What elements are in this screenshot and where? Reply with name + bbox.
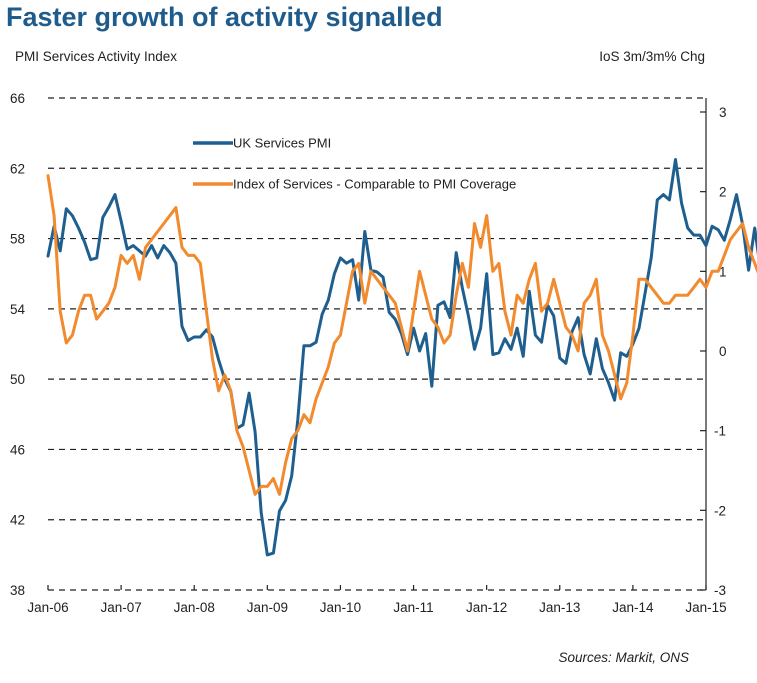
y-right-tick-label: 2 xyxy=(719,185,727,200)
chart-title: Faster growth of activity signalled xyxy=(6,2,443,32)
y-right-tick-label: 1 xyxy=(719,264,727,279)
series-layer xyxy=(46,158,757,557)
y-right-tick-label: -2 xyxy=(714,503,726,518)
y-right-tick-label: 3 xyxy=(719,105,727,120)
x-tick-label: Jan-11 xyxy=(393,600,433,615)
x-tick-label: Jan-12 xyxy=(466,600,507,615)
legend: UK Services PMI Index of Services - Compa… xyxy=(193,136,516,192)
y-left-tick-label: 38 xyxy=(10,583,25,598)
y-left-tick-label: 54 xyxy=(10,302,26,317)
y-left-tick-label: 50 xyxy=(10,372,25,387)
x-tick-label: Jan-14 xyxy=(612,600,654,615)
y-left-tick-label: 62 xyxy=(10,161,25,176)
y-left-tick-label: 66 xyxy=(10,91,25,106)
x-tick-label: Jan-07 xyxy=(100,600,141,615)
pmi-series-line xyxy=(46,158,757,557)
x-tick-label: Jan-06 xyxy=(27,600,68,615)
grid-layer xyxy=(48,97,706,521)
right-axis-title: IoS 3m/3m% Chg xyxy=(599,49,705,64)
y-right-tick-label: 0 xyxy=(719,344,727,359)
ios-series-line xyxy=(46,174,757,496)
x-tick-label: Jan-15 xyxy=(685,600,726,615)
legend-label-pmi: UK Services PMI xyxy=(233,136,331,151)
source-note: Sources: Markit, ONS xyxy=(558,650,689,665)
axis-layer: 38 42 46 50 54 58 62 66 -3 -2 -1 0 1 2 3 Jan-06 Jan-07 Ja… xyxy=(10,91,727,615)
x-tick-label: Jan-08 xyxy=(174,600,215,615)
x-tick-label: Jan-09 xyxy=(247,600,288,615)
y-left-tick-label: 46 xyxy=(10,442,25,457)
x-tick-label: Jan-10 xyxy=(320,600,361,615)
x-tick-label: Jan-13 xyxy=(539,600,580,615)
y-left-tick-label: 58 xyxy=(10,232,25,247)
left-axis-title: PMI Services Activity Index xyxy=(15,49,178,64)
y-right-tick-label: -1 xyxy=(714,424,726,439)
y-left-tick-label: 42 xyxy=(10,513,25,528)
legend-label-ios: Index of Services - Comparable to PMI Co… xyxy=(233,177,516,192)
y-right-tick-label: -3 xyxy=(714,583,726,598)
